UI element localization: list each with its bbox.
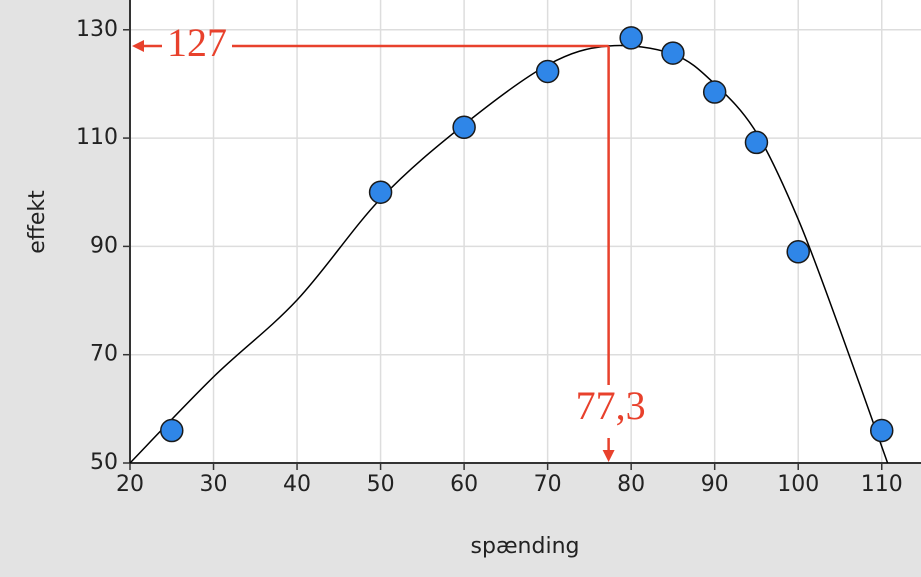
point (452, 115, 476, 140)
x-tick-label: 90 (701, 472, 729, 497)
plot-area (130, 0, 921, 463)
y-tick-label: 130 (76, 17, 118, 42)
point (786, 240, 810, 264)
point (869, 418, 894, 443)
x-tick-label: 40 (283, 472, 311, 497)
point (619, 26, 643, 50)
y-axis-label: effekt (25, 190, 50, 254)
y-tick-label: 50 (90, 450, 118, 475)
annotation-v-arrow (602, 450, 615, 462)
x-tick-label: 70 (534, 472, 562, 497)
point (535, 59, 560, 84)
y-tick-label: 70 (90, 342, 118, 367)
annotation-y-label: 127 (167, 20, 227, 65)
x-tick-label: 100 (777, 472, 819, 497)
x-tick-label: 60 (450, 472, 478, 497)
x-axis-label: spænding (471, 534, 580, 559)
x-tick-label: 30 (200, 472, 228, 497)
point (160, 418, 184, 443)
y-tick-label: 90 (90, 233, 118, 258)
point (661, 41, 685, 65)
x-tick-label: 50 (367, 472, 395, 497)
x-tick-label: 20 (116, 472, 144, 497)
point (702, 80, 727, 104)
x-tick-label: 80 (617, 472, 645, 497)
annotation-x-label: 77,3 (576, 383, 646, 428)
x-tick-label: 110 (861, 472, 903, 497)
point (744, 130, 769, 155)
annotation-h-arrow (132, 40, 144, 53)
y-tick-label: 110 (76, 125, 118, 150)
point (368, 180, 393, 204)
fit-curve (129, 44, 889, 464)
